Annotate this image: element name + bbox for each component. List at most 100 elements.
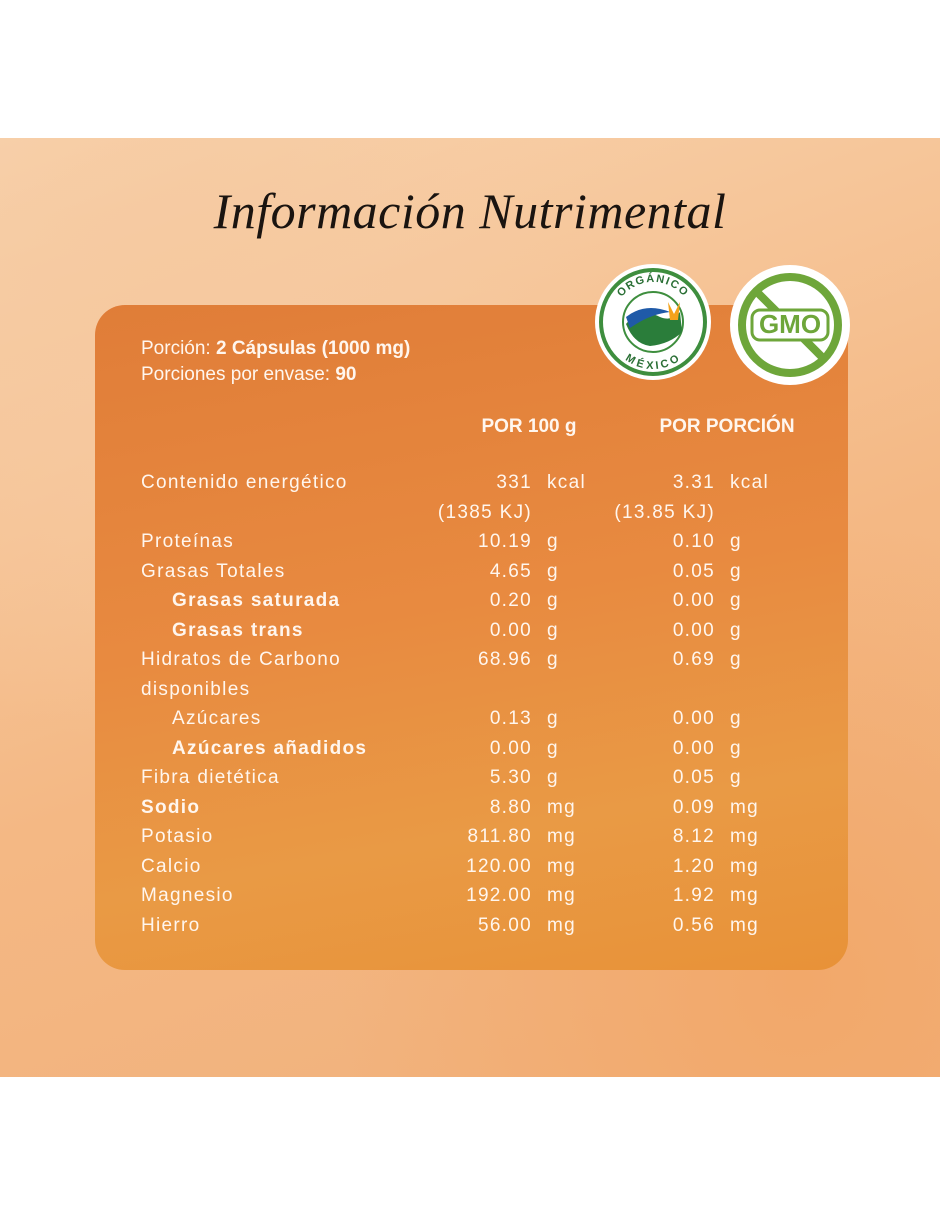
nutrient-name: Grasas Totales [141,560,286,582]
value-per-100: 0.13 [411,704,532,734]
value: 1.20 [672,855,715,877]
value: 68.96 [477,649,532,670]
value: 0.05 [672,767,715,788]
value-per-100: 56.00 [411,911,532,941]
value-per-100: 8.80 [411,793,532,823]
value: 0.69 [672,649,715,670]
unit: mg [730,855,759,877]
value: 3.31 [672,472,715,493]
unit: g [547,560,559,582]
nutrient-name: Proteínas [141,531,235,552]
value: 0.00 [672,619,715,641]
unit: g [547,590,559,611]
value-kj: (1385 KJ) [437,501,532,523]
organic-badge: ORGÁNICO MÉXICO [595,264,711,380]
value: 10.19 [477,531,532,552]
value-per-100: 68.96 [411,645,532,704]
value: 0.05 [672,560,715,582]
unit: g [730,619,742,641]
table-row: Proteínas 10.19 g 0.10 g [141,527,775,557]
value-per-serving: 0.00 [592,704,715,734]
nutrient-name: Grasas trans [172,619,304,641]
table-row: Fibra dietética 5.30 g 0.05 g [141,763,775,793]
value-per-serving: 1.92 [592,881,715,911]
unit: mg [730,796,759,818]
unit: g [730,649,742,670]
value: 0.20 [489,590,532,611]
unit: mg [547,826,576,847]
value-per-serving: 1.20 [592,852,715,882]
value-per-serving: 0.56 [592,911,715,941]
value-per-100: 192.00 [411,881,532,911]
table-row: Grasas trans 0.00 g 0.00 g [141,616,775,646]
unit: g [730,590,742,611]
value-per-serving: 0.05 [592,557,715,587]
value: 8.80 [489,796,532,818]
unit: g [547,649,559,670]
value-per-serving: 0.05 [592,763,715,793]
table-row: Calcio 120.00 mg 1.20 mg [141,852,775,882]
value-per-serving: 3.31 (13.85 KJ) [592,468,715,527]
unit: mg [730,826,759,847]
serving: Porción: 2 Cápsulas (1000 mg) [141,338,410,360]
nutrient-name: Hidratos de Carbono disponibles [141,649,342,700]
unit: mg [547,855,576,877]
table-row: Grasas Totales 4.65 g 0.05 g [141,557,775,587]
table-row: Sodio 8.80 mg 0.09 mg [141,793,775,823]
value: 331 [496,472,532,493]
servings: Porciones por envase: 90 [141,364,356,386]
gmo-label: GMO [759,309,821,339]
unit: g [547,767,559,788]
value: 0.00 [672,590,715,611]
table-row: Grasas saturada 0.20 g 0.00 g [141,586,775,616]
value-per-serving: 0.69 [592,645,715,704]
nutrition-table: Contenido energético 331 (1385 KJ) kcal 3.31… [141,468,775,940]
value-per-serving: 0.09 [592,793,715,823]
serving-value: 2 Cápsulas (1000 mg) [215,338,411,359]
servings-label: Porciones por envase: [141,364,331,385]
nutrient-name: Potasio [141,826,214,847]
value-per-serving: 0.10 [592,527,715,557]
table-row: Hidratos de Carbono disponibles 68.96 g 0.6… [141,645,775,704]
unit: mg [547,914,576,936]
value: 0.56 [672,914,715,936]
unit: g [730,708,742,729]
servings-value: 90 [335,364,357,385]
value: 0.00 [489,737,532,759]
nutrient-name: Sodio [141,796,201,818]
value-per-100: 4.65 [411,557,532,587]
unit: mg [547,885,576,906]
table-row: Magnesio 192.00 mg 1.92 mg [141,881,775,911]
unit: mg [730,885,759,906]
nutrient-name: Contenido energético [141,472,348,493]
value-per-100: 0.00 [411,616,532,646]
value-per-100: 0.20 [411,586,532,616]
value-per-100: 120.00 [411,852,532,882]
column-header: POR 100 g [481,416,577,437]
value: 0.00 [672,708,715,729]
unit: kcal [547,472,586,493]
value-per-serving: 0.00 [592,616,715,646]
nutrient-name: Hierro [141,914,201,936]
value-kj: (13.85 KJ) [614,501,715,523]
column-header: POR PORCIÓN [659,416,795,437]
value: 8.12 [672,826,715,847]
unit: kcal [730,472,769,493]
unit: mg [730,914,759,936]
unit: mg [547,796,576,818]
value-per-serving: 0.00 [592,586,715,616]
value: 0.13 [489,708,532,729]
value-per-serving: 8.12 [592,822,715,852]
value-per-100: 0.00 [411,734,532,764]
unit: g [547,619,559,641]
value: 192.00 [466,885,532,906]
value: 120.00 [466,855,532,877]
panel [95,305,848,970]
unit: g [547,737,559,759]
table-row: Azúcares 0.13 g 0.00 g [141,704,775,734]
value: 4.65 [489,560,532,582]
value-per-100: 10.19 [411,527,532,557]
serving-label: Porción: [141,338,211,359]
value-per-serving: 0.00 [592,734,715,764]
unit: g [730,737,742,759]
